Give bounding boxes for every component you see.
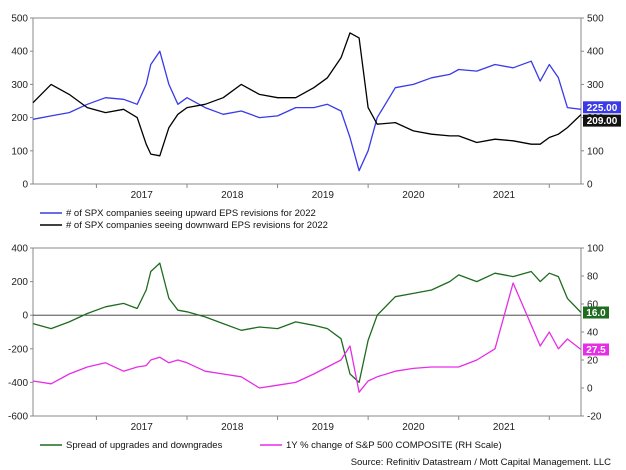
y-tick-label: 0 <box>22 180 28 191</box>
y2-tick-label: 40 <box>587 328 599 339</box>
top-plot-frame <box>32 17 582 185</box>
series-line-0 <box>32 50 582 172</box>
series-line-0 <box>32 262 582 384</box>
y2-tick-label: 100 <box>587 244 604 255</box>
last-value-badge-1 <box>583 114 621 127</box>
x-tick-label: 2018 <box>221 190 244 201</box>
last-value-badge-1 <box>583 343 609 356</box>
y-tick-label: -600 <box>8 412 28 423</box>
top-legend: # of SPX companies seeing upward EPS rev… <box>40 208 328 231</box>
y-tick-label: 500 <box>11 14 28 25</box>
last-value-badge-0 <box>583 306 609 319</box>
bottom-right-axis-ticks: -20 0 20 40 60 80 100 <box>581 244 604 423</box>
x-tick-label: 2019 <box>312 190 335 201</box>
last-value-text-1: 27.5 <box>586 345 606 356</box>
last-value-badge-0 <box>583 101 621 114</box>
x-tick-label: 2020 <box>402 422 425 433</box>
y2-tick-label: 500 <box>587 14 604 25</box>
legend-label-spread: Spread of upgrades and downgrades <box>66 440 223 451</box>
x-tick-label: 2017 <box>131 422 154 433</box>
x-tick-label: 2018 <box>221 422 244 433</box>
last-value-text-0: 225.00 <box>587 103 618 114</box>
bottom-last-value-badges: 16.0 27.5 <box>583 306 609 356</box>
series-line-1 <box>32 32 582 157</box>
x-tick-label: 2019 <box>312 422 335 433</box>
bottom-left-axis-ticks: -600 -400 -200 0 200 400 <box>8 244 33 423</box>
last-value-text-1: 209.00 <box>587 116 618 127</box>
y2-tick-label: 400 <box>587 47 604 58</box>
x-tick-label: 2017 <box>131 190 154 201</box>
top-series-group <box>32 32 582 172</box>
series-line-1 <box>32 282 582 393</box>
bottom-plot-frame <box>32 247 582 417</box>
y-tick-label: 400 <box>11 244 28 255</box>
legend-label-downward: # of SPX companies seeing downward EPS r… <box>66 220 328 231</box>
top-x-axis-ticks: 2017 2018 2019 2020 2021 <box>95 184 550 201</box>
y-tick-label: -400 <box>8 378 28 389</box>
y2-tick-label: 60 <box>587 300 599 311</box>
y2-tick-label: 100 <box>587 146 604 157</box>
y2-tick-label: 80 <box>587 272 599 283</box>
x-tick-label: 2021 <box>493 190 516 201</box>
legend-label-upward: # of SPX companies seeing upward EPS rev… <box>66 208 316 219</box>
y2-tick-label: 20 <box>587 356 599 367</box>
legend-label-sp500: 1Y % change of S&P 500 COMPOSITE (RH Sca… <box>286 440 502 451</box>
y2-tick-label: 300 <box>587 80 604 91</box>
bottom-series-group <box>32 262 582 393</box>
y-tick-label: 200 <box>11 277 28 288</box>
y-tick-label: -200 <box>8 344 28 355</box>
source-note: Source: Refinitiv Datastream / Mott Capi… <box>351 457 611 468</box>
bottom-legend: Spread of upgrades and downgrades 1Y % c… <box>40 440 502 451</box>
last-value-text-0: 16.0 <box>586 308 606 319</box>
bottom-x-axis-ticks: 2017 2018 2019 2020 2021 <box>95 416 550 433</box>
y2-tick-label: 0 <box>587 384 593 395</box>
y2-tick-label: 0 <box>587 180 593 191</box>
y-tick-label: 0 <box>22 311 28 322</box>
y2-tick-label: -20 <box>587 412 602 423</box>
top-last-value-badges: 225.00 209.00 <box>583 101 621 127</box>
y-tick-label: 100 <box>11 146 28 157</box>
y-tick-label: 200 <box>11 113 28 124</box>
y-tick-label: 400 <box>11 47 28 58</box>
y-tick-label: 300 <box>11 80 28 91</box>
x-tick-label: 2020 <box>402 190 425 201</box>
x-tick-label: 2021 <box>493 422 516 433</box>
top-left-axis-ticks: 0 100 200 300 400 500 <box>11 14 33 191</box>
